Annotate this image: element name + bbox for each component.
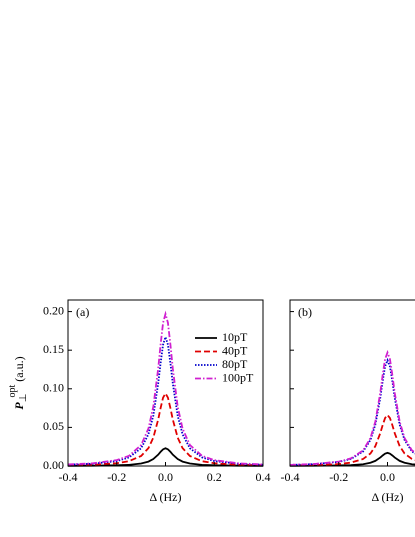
- x-tick-label: 0.0: [158, 470, 173, 484]
- legend-label: 80pT: [222, 357, 248, 371]
- y-tick-label: 0.20: [43, 303, 64, 317]
- y-axis-label-part: ⊥: [18, 394, 29, 403]
- x-tick-label: -0.4: [281, 470, 300, 484]
- y-tick-label: 0.00: [43, 458, 64, 472]
- y-tick-label: 0.15: [43, 342, 64, 356]
- x-axis-label: Δ (Hz): [371, 490, 403, 504]
- y-tick-label: 0.10: [43, 381, 64, 395]
- x-axis-label: Δ (Hz): [149, 490, 181, 504]
- plot-frame: [289, 299, 415, 467]
- series-line: [67, 447, 264, 467]
- series-line: [289, 413, 415, 467]
- x-tick-label: 0.2: [207, 470, 222, 484]
- legend-label: 40pT: [222, 343, 248, 357]
- x-tick-label: -0.2: [107, 470, 126, 484]
- x-tick-label: -0.2: [329, 470, 348, 484]
- series-line: [289, 357, 415, 466]
- panel-label: (b): [298, 305, 312, 319]
- panel-label: (a): [76, 305, 89, 319]
- series-line: [289, 349, 415, 466]
- y-axis-label-part: opt: [7, 385, 18, 398]
- legend-label: 10pT: [222, 330, 248, 344]
- series-line: [67, 391, 264, 467]
- series-line: [289, 451, 415, 467]
- y-axis-label-part: P: [12, 402, 26, 410]
- x-tick-label: 0.0: [380, 470, 395, 484]
- series-line: [67, 334, 264, 466]
- y-axis-label-part: (a.u.): [12, 356, 26, 381]
- series-line: [67, 310, 264, 466]
- x-tick-label: 0.4: [256, 470, 271, 484]
- y-axis-label: P⊥opt (a.u.): [7, 356, 29, 409]
- y-tick-label: 0.05: [43, 419, 64, 433]
- legend-label: 100pT: [222, 370, 254, 384]
- x-tick-label: -0.4: [59, 470, 78, 484]
